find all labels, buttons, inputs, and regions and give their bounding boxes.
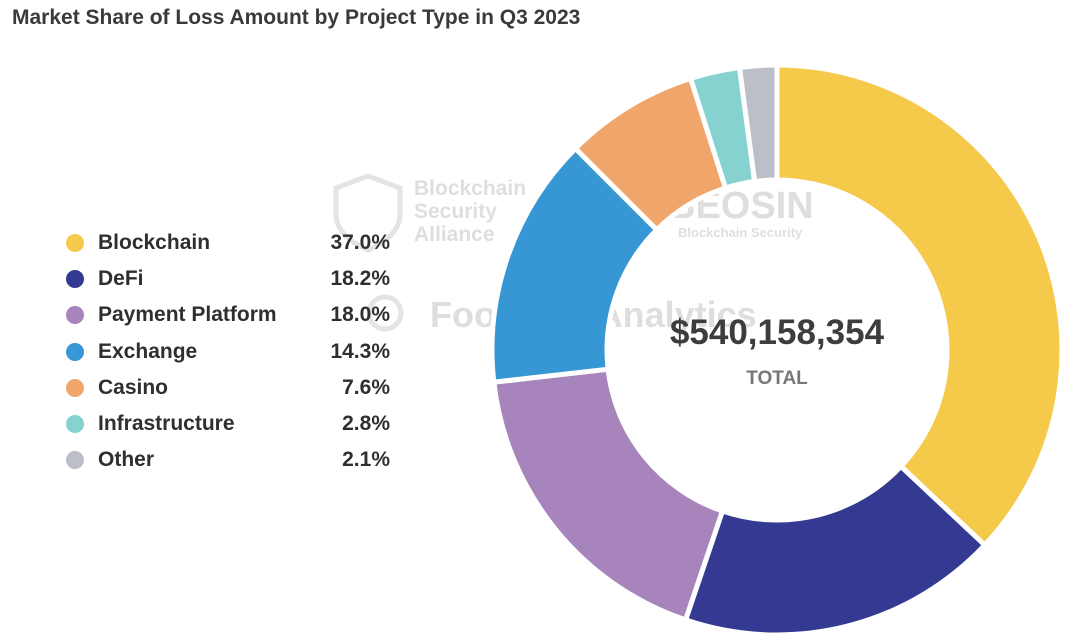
legend-value: 37.0% [330, 231, 390, 255]
donut-slice-defi [682, 462, 989, 638]
legend-value: 18.0% [330, 303, 390, 327]
donut-slice-blockchain [774, 62, 1065, 549]
donut-total-label: TOTAL [746, 368, 808, 389]
donut-slices [489, 62, 1065, 638]
legend-value: 14.3% [330, 339, 390, 363]
legend-label: Infrastructure [98, 412, 235, 436]
legend-swatch [66, 342, 84, 361]
legend-swatch [66, 378, 84, 397]
legend-swatch [66, 415, 84, 434]
legend-item: DeFi 18.2% [66, 261, 416, 297]
legend-label: Exchange [98, 339, 198, 363]
legend-label: Other [98, 448, 155, 472]
beosin-sub: Blockchain Security [678, 225, 803, 240]
chart-title: Market Share of Loss Amount by Project T… [12, 6, 581, 29]
donut-slice-payment-platform [491, 366, 726, 624]
legend-label: Blockchain [98, 231, 211, 255]
bsa-shield-icon [333, 173, 403, 253]
legend-label: Casino [98, 375, 169, 399]
footprint-logo-icon [366, 294, 404, 332]
legend-value: 7.6% [342, 375, 390, 399]
bsa-watermark: Blockchain Security Alliance [333, 173, 526, 253]
legend-swatch [66, 306, 84, 325]
chart-legend: Blockchain 37.0% DeFi 18.2% Payment Platform… [66, 225, 416, 478]
legend-item: Other 2.1% [66, 442, 416, 478]
legend-item: Infrastructure 2.8% [66, 406, 416, 442]
legend-value: 18.2% [330, 267, 390, 291]
legend-swatch [66, 451, 84, 470]
donut-total-value: $540,158,354 [670, 313, 885, 352]
legend-label: DeFi [98, 267, 144, 291]
legend-item: Exchange 14.3% [66, 334, 416, 370]
legend-value: 2.1% [342, 448, 390, 472]
bsa-line-2: Security [414, 200, 497, 223]
legend-item: Casino 7.6% [66, 370, 416, 406]
legend-item: Payment Platform 18.0% [66, 297, 416, 333]
legend-swatch [66, 270, 84, 289]
legend-label: Payment Platform [98, 303, 277, 327]
donut-slice-other [736, 62, 780, 185]
legend-item: Blockchain 37.0% [66, 225, 416, 261]
legend-value: 2.8% [342, 412, 390, 436]
bsa-line-1: Blockchain [414, 177, 526, 200]
bsa-line-3: Alliance [414, 223, 495, 246]
legend-swatch [66, 234, 84, 253]
